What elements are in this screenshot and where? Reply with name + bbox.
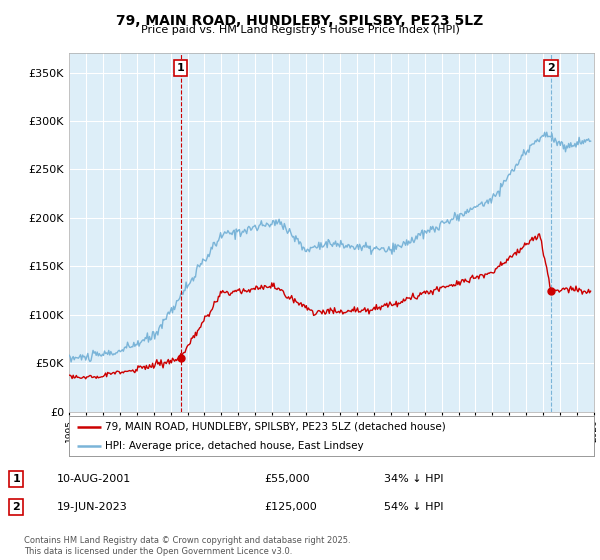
Text: 79, MAIN ROAD, HUNDLEBY, SPILSBY, PE23 5LZ (detached house): 79, MAIN ROAD, HUNDLEBY, SPILSBY, PE23 5…: [105, 422, 445, 432]
Text: 1: 1: [177, 63, 185, 73]
Text: Contains HM Land Registry data © Crown copyright and database right 2025.
This d: Contains HM Land Registry data © Crown c…: [24, 536, 350, 556]
Text: Price paid vs. HM Land Registry's House Price Index (HPI): Price paid vs. HM Land Registry's House …: [140, 25, 460, 35]
Text: 79, MAIN ROAD, HUNDLEBY, SPILSBY, PE23 5LZ: 79, MAIN ROAD, HUNDLEBY, SPILSBY, PE23 5…: [116, 14, 484, 28]
Text: 2: 2: [547, 63, 555, 73]
Text: 10-AUG-2001: 10-AUG-2001: [57, 474, 131, 484]
Text: £125,000: £125,000: [264, 502, 317, 512]
Text: 34% ↓ HPI: 34% ↓ HPI: [384, 474, 443, 484]
Text: 2: 2: [13, 502, 20, 512]
Text: 1: 1: [13, 474, 20, 484]
Text: 19-JUN-2023: 19-JUN-2023: [57, 502, 128, 512]
Text: HPI: Average price, detached house, East Lindsey: HPI: Average price, detached house, East…: [105, 441, 364, 450]
Text: 54% ↓ HPI: 54% ↓ HPI: [384, 502, 443, 512]
Text: £55,000: £55,000: [264, 474, 310, 484]
